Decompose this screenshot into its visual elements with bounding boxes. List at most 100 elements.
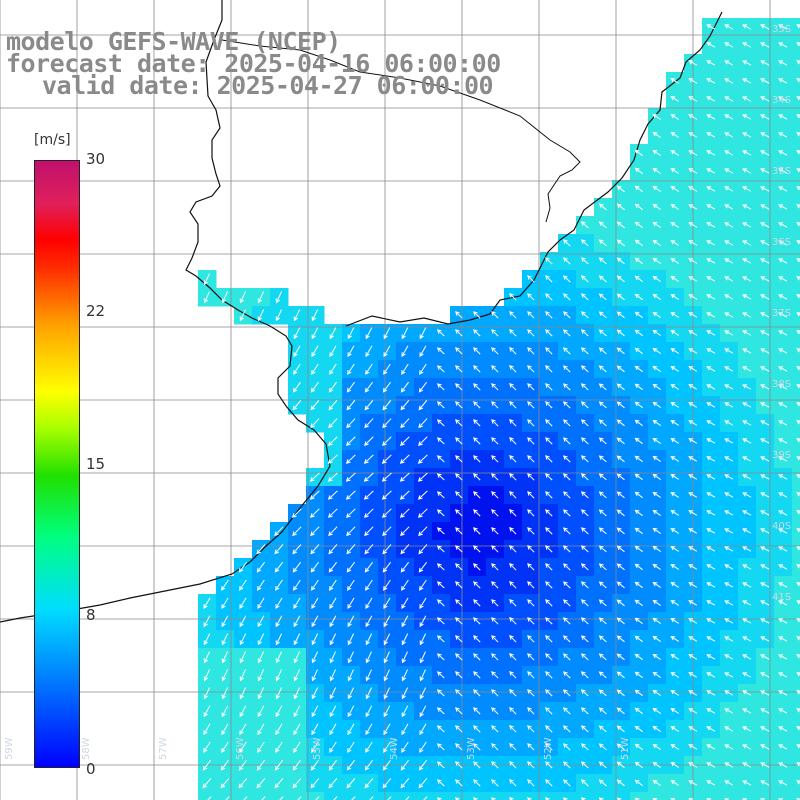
- wind-arrow: [383, 669, 390, 682]
- wind-arrow: [580, 527, 589, 535]
- wind-arrow: [383, 597, 391, 610]
- ocean-cell: [792, 666, 800, 685]
- wind-arrow: [652, 419, 661, 426]
- wind-arrow: [346, 436, 356, 446]
- wind-arrow: [275, 597, 283, 610]
- wind-arrow: [634, 383, 643, 391]
- wind-arrow: [562, 779, 571, 787]
- wind-arrow: [760, 24, 770, 30]
- wind-arrow: [310, 400, 320, 411]
- wind-arrow: [436, 635, 445, 643]
- wind-arrow: [545, 563, 553, 571]
- wind-arrow: [257, 633, 265, 646]
- wind-arrow: [652, 761, 661, 768]
- wind-arrow: [742, 150, 752, 156]
- wind-arrow: [491, 653, 499, 661]
- wind-arrow: [670, 725, 680, 732]
- wind-arrow: [221, 291, 228, 304]
- wind-arrow: [203, 597, 211, 610]
- wind-arrow: [598, 653, 607, 661]
- wind-arrow: [760, 312, 770, 318]
- wind-arrow: [345, 508, 356, 518]
- wind-arrow: [309, 472, 320, 482]
- wind-arrow: [670, 761, 680, 768]
- wind-arrow: [545, 365, 553, 373]
- wind-arrow: [778, 582, 788, 588]
- wind-arrow: [473, 509, 481, 517]
- wind-arrow: [473, 797, 478, 800]
- wind-arrow: [598, 293, 607, 301]
- colorbar-tick-15: 15: [86, 455, 106, 473]
- wind-arrow: [436, 797, 442, 800]
- wind-arrow: [742, 132, 752, 138]
- wind-arrow: [688, 456, 698, 462]
- wind-arrow: [724, 114, 734, 120]
- wind-arrow: [562, 563, 571, 571]
- wind-arrow: [401, 669, 408, 682]
- wind-arrow: [221, 597, 229, 610]
- ocean-cell: [792, 126, 800, 145]
- wind-arrow: [580, 743, 589, 751]
- wind-arrow: [760, 654, 770, 660]
- wind-arrow: [225, 796, 230, 800]
- wind-arrow: [562, 419, 571, 427]
- wind-arrow: [670, 293, 680, 300]
- wind-arrow: [221, 669, 228, 682]
- wind-arrow: [491, 581, 499, 589]
- wind-arrow: [329, 651, 336, 664]
- wind-arrow: [545, 653, 553, 661]
- wind-arrow: [706, 492, 716, 498]
- wind-arrow: [652, 455, 661, 462]
- wind-arrow: [329, 327, 337, 340]
- wind-arrow: [706, 528, 716, 534]
- wind-arrow: [383, 741, 391, 753]
- wind-arrow: [760, 672, 770, 678]
- wind-arrow: [347, 345, 355, 358]
- wind-arrow: [221, 723, 229, 736]
- wind-arrow: [401, 615, 409, 628]
- wind-arrow: [311, 579, 319, 591]
- wind-arrow: [527, 617, 535, 625]
- wind-arrow: [364, 418, 374, 429]
- wind-arrow: [652, 131, 661, 138]
- wind-arrow: [634, 797, 640, 800]
- wind-arrow: [436, 365, 445, 373]
- wind-arrow: [724, 222, 734, 228]
- wind-arrow: [436, 779, 445, 787]
- wind-arrow: [562, 527, 571, 535]
- wind-arrow: [363, 490, 374, 500]
- wind-arrow: [473, 653, 481, 661]
- wind-arrow: [436, 707, 445, 715]
- lat-label: 36S: [772, 237, 791, 248]
- wind-arrow: [778, 600, 788, 606]
- longitude-labels: 59W 58W 57W 56W 55W 54W 53W 52W 51W: [4, 737, 631, 760]
- wind-arrow: [688, 78, 698, 84]
- wind-arrow: [688, 510, 698, 516]
- wind-arrow: [616, 509, 625, 517]
- wind-arrow: [562, 257, 571, 265]
- wind-arrow: [652, 509, 661, 516]
- wind-arrow: [527, 491, 535, 499]
- lat-label: 41S: [772, 592, 791, 603]
- wind-arrow: [778, 402, 788, 408]
- wind-arrow: [706, 150, 716, 156]
- lon-label: 58W: [81, 737, 92, 760]
- wind-arrow: [634, 779, 643, 787]
- wind-arrow: [562, 347, 571, 355]
- wind-arrow: [760, 384, 770, 390]
- wind-arrow: [364, 544, 374, 555]
- wind-arrow: [724, 168, 734, 174]
- wind-arrow: [670, 437, 680, 444]
- wind-arrow: [454, 365, 463, 373]
- wind-arrow: [634, 653, 643, 661]
- wind-arrow: [311, 669, 318, 682]
- wind-arrow: [473, 527, 481, 535]
- wind-arrow: [382, 418, 392, 429]
- wind-arrow: [419, 741, 427, 753]
- wind-arrow: [257, 291, 264, 304]
- wind-arrow: [527, 329, 535, 337]
- wind-arrow: [598, 527, 607, 535]
- wind-arrow: [203, 705, 211, 718]
- wind-arrow: [473, 401, 481, 409]
